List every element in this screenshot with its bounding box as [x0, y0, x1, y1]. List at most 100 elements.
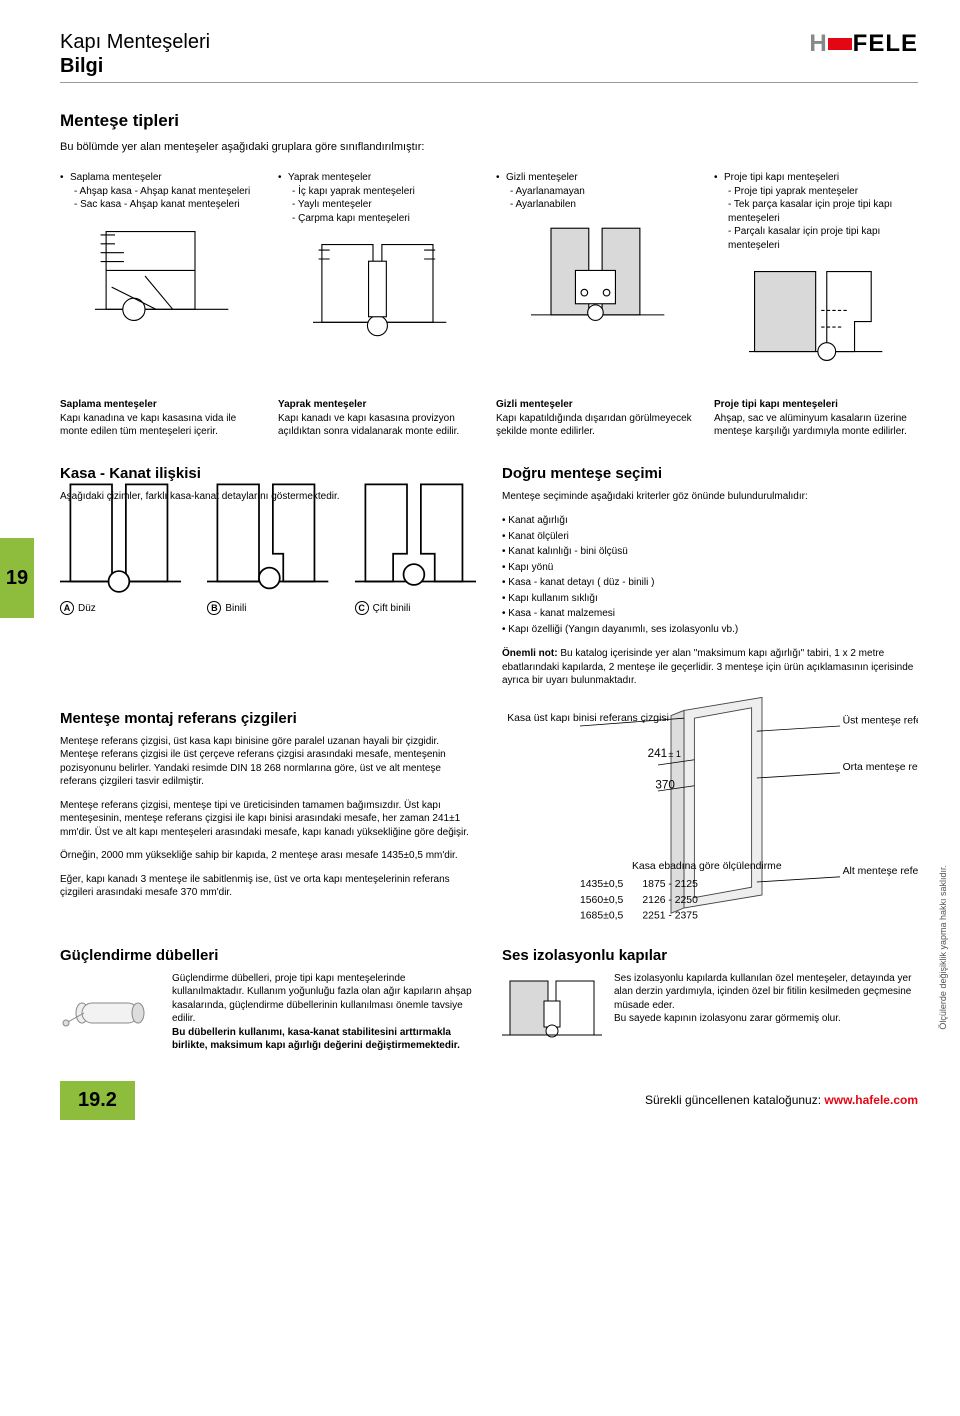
footer-link[interactable]: www.hafele.com — [824, 1093, 918, 1107]
kk-label: Düz — [78, 603, 96, 614]
hinge-types-row: •Saplama menteşeler - Ahşap kasa - Ahşap… — [60, 171, 918, 366]
type-col-title: Gizli menteşeler — [506, 171, 578, 185]
type-col-item: - Tek parça kasalar için proje tipi kapı… — [714, 198, 918, 225]
type-diagram-saplama — [60, 226, 264, 326]
montaj-p4: Eğer, kapı kanadı 3 menteşe ile sabitlen… — [60, 873, 476, 900]
type-diagram-proje — [714, 266, 918, 366]
hinge-desc-row: Saplama menteşelerKapı kanadına ve kapı … — [60, 398, 918, 439]
criteria-list: Kanat ağırlığı Kanat ölçüleri Kanat kalı… — [502, 513, 918, 637]
brand-letter-h: H — [809, 30, 827, 58]
label-kasa-ust: Kasa üst kapı binisi referans çizgisi — [507, 712, 669, 723]
dowel-icon — [60, 972, 160, 1044]
montaj-text: Menteşe referans çizgisi, üst kasa kapı … — [60, 735, 476, 925]
desc-col: Proje tipi kapı menteşeleri Ahşap, sac ve… — [714, 398, 918, 439]
tbl-r1b: 1875 - 2125 — [642, 879, 698, 890]
side-tab-chapter: 19 — [0, 538, 34, 618]
tbl-r3b: 2251 - 2375 — [642, 910, 698, 921]
kk-letter: C — [355, 601, 369, 615]
criteria-item: Kasa - kanat malzemesi — [502, 606, 918, 622]
label-orta-ref: Orta menteşe referans çizgisi — [843, 762, 918, 773]
type-col-gizli: •Gizli menteşeler - Ayarlanamayan - Ayar… — [496, 171, 700, 366]
important-note: Önemli not: Bu katalog içerisinde yer al… — [502, 647, 918, 688]
guclendirme-col: Güçlendirme dübelleri Güçlendirme dübell… — [60, 947, 476, 1053]
desc-text: Kapı kapatıldığında dışarıdan görülmeyec… — [496, 413, 692, 438]
brand-square-icon — [828, 38, 840, 50]
gd-text-bold: Bu dübellerin kullanımı, kasa-kanat stab… — [172, 1027, 460, 1052]
type-col-title: Proje tipi kapı menteşeleri — [724, 171, 839, 185]
label-241: 241 — [648, 747, 668, 760]
page-footer: 19.2 Sürekli güncellenen kataloğunuz: ww… — [60, 1081, 918, 1120]
gd-text: Güçlendirme dübelleri, proje tipi kapı m… — [172, 973, 472, 1025]
note-text: Bu katalog içerisinde yer alan "maksimum… — [502, 648, 913, 686]
type-col-item: - İç kapı yaprak menteşeleri — [278, 185, 482, 199]
type-col-proje: •Proje tipi kapı menteşeleri - Proje tip… — [714, 171, 918, 366]
left-column: Kasa - Kanat ilişkisi Aşağıdaki çizimler… — [60, 465, 476, 688]
desc-title: Saplama menteşeler — [60, 399, 157, 410]
tbl-r2a: 1560±0,5 — [580, 894, 623, 905]
type-col-title: Yaprak menteşeler — [288, 171, 371, 185]
label-ust-ref: Üst menteşe referans çizgisi — [843, 714, 918, 726]
footer-text: Sürekli güncellenen kataloğunuz: www.haf… — [159, 1093, 918, 1107]
type-col-item: - Ayarlanabilen — [496, 198, 700, 212]
section-intro-types: Bu bölümde yer alan menteşeler aşağıdaki… — [60, 141, 918, 153]
type-col-item: - Ahşap kasa - Ahşap kanat menteşeleri — [60, 185, 264, 199]
montaj-reference-diagram: Kasa üst kapı binisi referans çizgisi Üs… — [502, 735, 918, 925]
dm-intro: Menteşe seçiminde aşağıdaki kriterler gö… — [502, 490, 918, 504]
header-page-type: Bilgi — [60, 54, 210, 78]
montaj-p2: Menteşe referans çizgisi, menteşe tipi v… — [60, 799, 476, 840]
brand-logo: H FELE — [809, 30, 918, 58]
section-heading-types: Menteşe tipleri — [60, 111, 918, 131]
kasa-kanat-row: A Düz B Binili C Çift binili — [60, 517, 476, 615]
type-col-title: Saplama menteşeler — [70, 171, 162, 185]
desc-text: Ahşap, sac ve alüminyum kasaların üzerin… — [714, 413, 907, 438]
type-col-item: - Yaylı menteşeler — [278, 198, 482, 212]
label-tbl-h: Kasa ebadına göre ölçülendirme — [632, 861, 782, 872]
two-column-section: Kasa - Kanat ilişkisi Aşağıdaki çizimler… — [60, 465, 918, 688]
criteria-item: Kapı kullanım sıklığı — [502, 591, 918, 607]
note-label: Önemli not: — [502, 648, 560, 659]
label-370: 370 — [655, 778, 675, 791]
desc-title: Gizli menteşeler — [496, 399, 573, 410]
criteria-item: Kapı yönü — [502, 560, 918, 576]
type-col-item: - Sac kasa - Ahşap kanat menteşeleri — [60, 198, 264, 212]
criteria-item: Kanat ölçüleri — [502, 529, 918, 545]
kk-letter: B — [207, 601, 221, 615]
kk-item-binili: B Binili — [207, 517, 328, 615]
desc-col: Gizli menteşeler Kapı kapatıldığında dışa… — [496, 398, 700, 439]
criteria-item: Kasa - kanat detayı ( düz - binili ) — [502, 575, 918, 591]
kk-label: Çift binili — [373, 603, 411, 614]
header-category: Kapı Menteşeleri — [60, 30, 210, 54]
guclendirme-content: Güçlendirme dübelleri, proje tipi kapı m… — [60, 972, 476, 1053]
page: 19 Kapı Menteşeleri Bilgi H FELE Menteşe… — [0, 0, 960, 1150]
type-col-item: - Parçalı kasalar için proje tipi kapı m… — [714, 225, 918, 252]
kk-label: Binili — [225, 603, 246, 614]
heading-ses: Ses izolasyonlu kapılar — [502, 947, 918, 964]
kk-item-cift-binili: C Çift binili — [355, 517, 476, 615]
kk-letter: A — [60, 601, 74, 615]
type-col-yaprak: •Yaprak menteşeler - İç kapı yaprak ment… — [278, 171, 482, 366]
desc-title: Yaprak menteşeler — [278, 399, 366, 410]
label-alt-ref: Alt menteşe referans çizgisi — [843, 866, 918, 877]
sound-hinge-icon — [502, 972, 602, 1044]
tbl-r2b: 2126 - 2250 — [642, 894, 698, 905]
ses-content: Ses izolasyonlu kapılarda kullanılan öze… — [502, 972, 918, 1044]
ses-col: Ses izolasyonlu kapılar Ses izolasyonlu … — [502, 947, 918, 1053]
kk-item-duz: A Düz — [60, 517, 181, 615]
tbl-r3a: 1685±0,5 — [580, 910, 623, 921]
type-diagram-gizli — [496, 226, 700, 326]
desc-col: Yaprak menteşeler Kapı kanadı ve kapı kas… — [278, 398, 482, 439]
desc-text: Kapı kanadı ve kapı kasasına provizyon a… — [278, 413, 459, 438]
tbl-r1a: 1435±0,5 — [580, 879, 623, 890]
type-col-item: - Çarpma kapı menteşeleri — [278, 212, 482, 226]
montaj-section: Menteşe referans çizgisi, üst kasa kapı … — [60, 735, 918, 925]
brand-square-icon — [840, 38, 852, 50]
heading-guclendirme: Güçlendirme dübelleri — [60, 947, 476, 964]
ses-text: Ses izolasyonlu kapılarda kullanılan öze… — [614, 972, 918, 1044]
desc-title: Proje tipi kapı menteşeleri — [714, 399, 838, 410]
desc-col: Saplama menteşelerKapı kanadına ve kapı … — [60, 398, 264, 439]
montaj-p3: Örneğin, 2000 mm yüksekliğe sahip bir ka… — [60, 849, 476, 863]
type-col-item: - Ayarlanamayan — [496, 185, 700, 199]
page-number: 19.2 — [60, 1081, 135, 1120]
footer-label: Sürekli güncellenen kataloğunuz: — [645, 1093, 824, 1107]
page-header: Kapı Menteşeleri Bilgi H FELE — [60, 30, 918, 83]
